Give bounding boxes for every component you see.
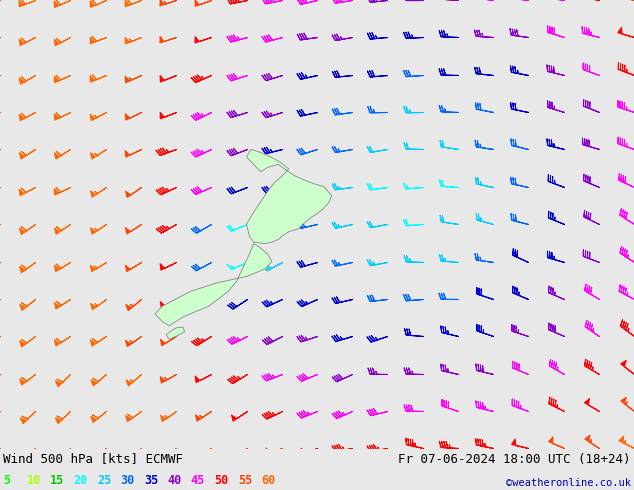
Text: ©weatheronline.co.uk: ©weatheronline.co.uk (506, 478, 631, 488)
Text: 55: 55 (238, 474, 252, 487)
Text: 60: 60 (261, 474, 275, 487)
Text: 10: 10 (27, 474, 41, 487)
Text: 40: 40 (167, 474, 181, 487)
Text: 15: 15 (50, 474, 64, 487)
Text: 5: 5 (3, 474, 10, 487)
Text: 30: 30 (120, 474, 134, 487)
Text: Wind 500 hPa [kts] ECMWF: Wind 500 hPa [kts] ECMWF (3, 453, 183, 466)
Polygon shape (166, 327, 184, 339)
Text: 45: 45 (191, 474, 205, 487)
Polygon shape (247, 149, 332, 244)
Text: Fr 07-06-2024 18:00 UTC (18+24): Fr 07-06-2024 18:00 UTC (18+24) (398, 453, 631, 466)
Text: 20: 20 (74, 474, 87, 487)
Polygon shape (155, 244, 272, 326)
Text: 50: 50 (214, 474, 228, 487)
Text: 35: 35 (144, 474, 158, 487)
Text: 25: 25 (97, 474, 111, 487)
